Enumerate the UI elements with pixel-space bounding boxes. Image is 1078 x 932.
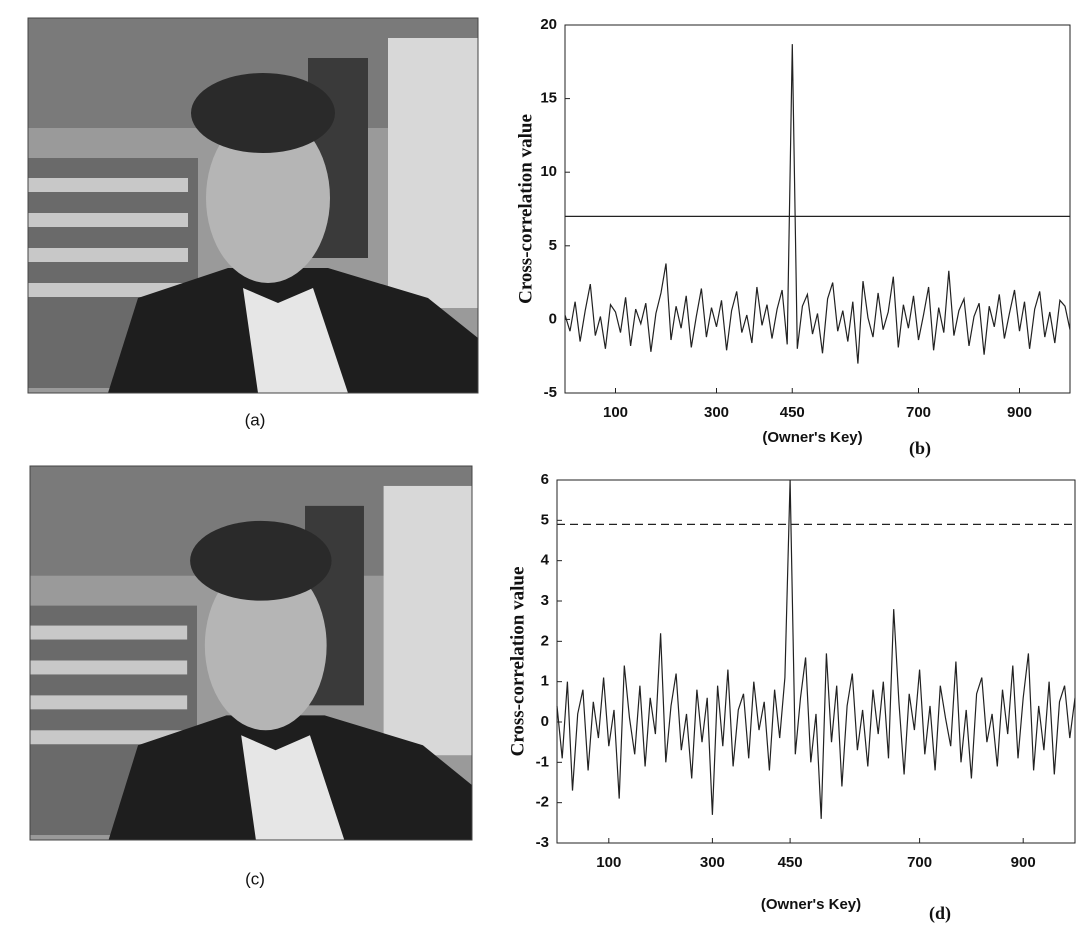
y-tick-label: -1	[536, 753, 549, 770]
photo-a	[27, 17, 479, 394]
data-line	[556, 479, 1076, 819]
photo-c	[29, 465, 473, 841]
y-tick-label: -5	[544, 384, 557, 401]
y-tick-label: 0	[541, 713, 549, 730]
x-tick-label: 100	[603, 404, 628, 421]
plot-frame	[564, 24, 1071, 394]
data-line	[564, 44, 1071, 364]
x-tick-label: 450	[780, 404, 805, 421]
plot-frame	[556, 479, 1076, 844]
x-tick-label: 300	[700, 854, 725, 871]
x-axis-label: (Owner's Key)	[762, 429, 862, 446]
caption: (b)	[909, 438, 931, 459]
x-tick-label: 900	[1007, 404, 1032, 421]
y-tick-label: 3	[541, 592, 549, 609]
caption: (d)	[929, 903, 951, 924]
y-tick-label: -3	[536, 834, 549, 851]
y-tick-label: 2	[541, 632, 549, 649]
y-tick-label: 4	[541, 552, 550, 569]
y-tick-label: 0	[549, 310, 557, 327]
x-tick-label: 300	[704, 404, 729, 421]
y-tick-label: 5	[541, 511, 549, 528]
y-axis-label: Cross-correlation value	[515, 114, 536, 304]
y-tick-label: 15	[540, 90, 557, 107]
y-tick-label: 5	[549, 237, 557, 254]
x-tick-label: 450	[778, 854, 803, 871]
x-tick-label: 700	[906, 404, 931, 421]
y-axis-label: Cross-correlation value	[507, 567, 528, 757]
y-tick-label: -2	[536, 794, 549, 811]
x-tick-label: 900	[1011, 854, 1036, 871]
y-tick-label: 10	[540, 163, 557, 180]
y-tick-label: 1	[541, 673, 549, 690]
caption: (a)	[245, 410, 266, 429]
y-tick-label: 20	[540, 16, 557, 33]
x-tick-label: 700	[907, 854, 932, 871]
caption: (c)	[245, 869, 265, 888]
y-tick-label: 6	[541, 471, 549, 488]
x-axis-label: (Owner's Key)	[761, 896, 861, 913]
x-tick-label: 100	[596, 854, 621, 871]
